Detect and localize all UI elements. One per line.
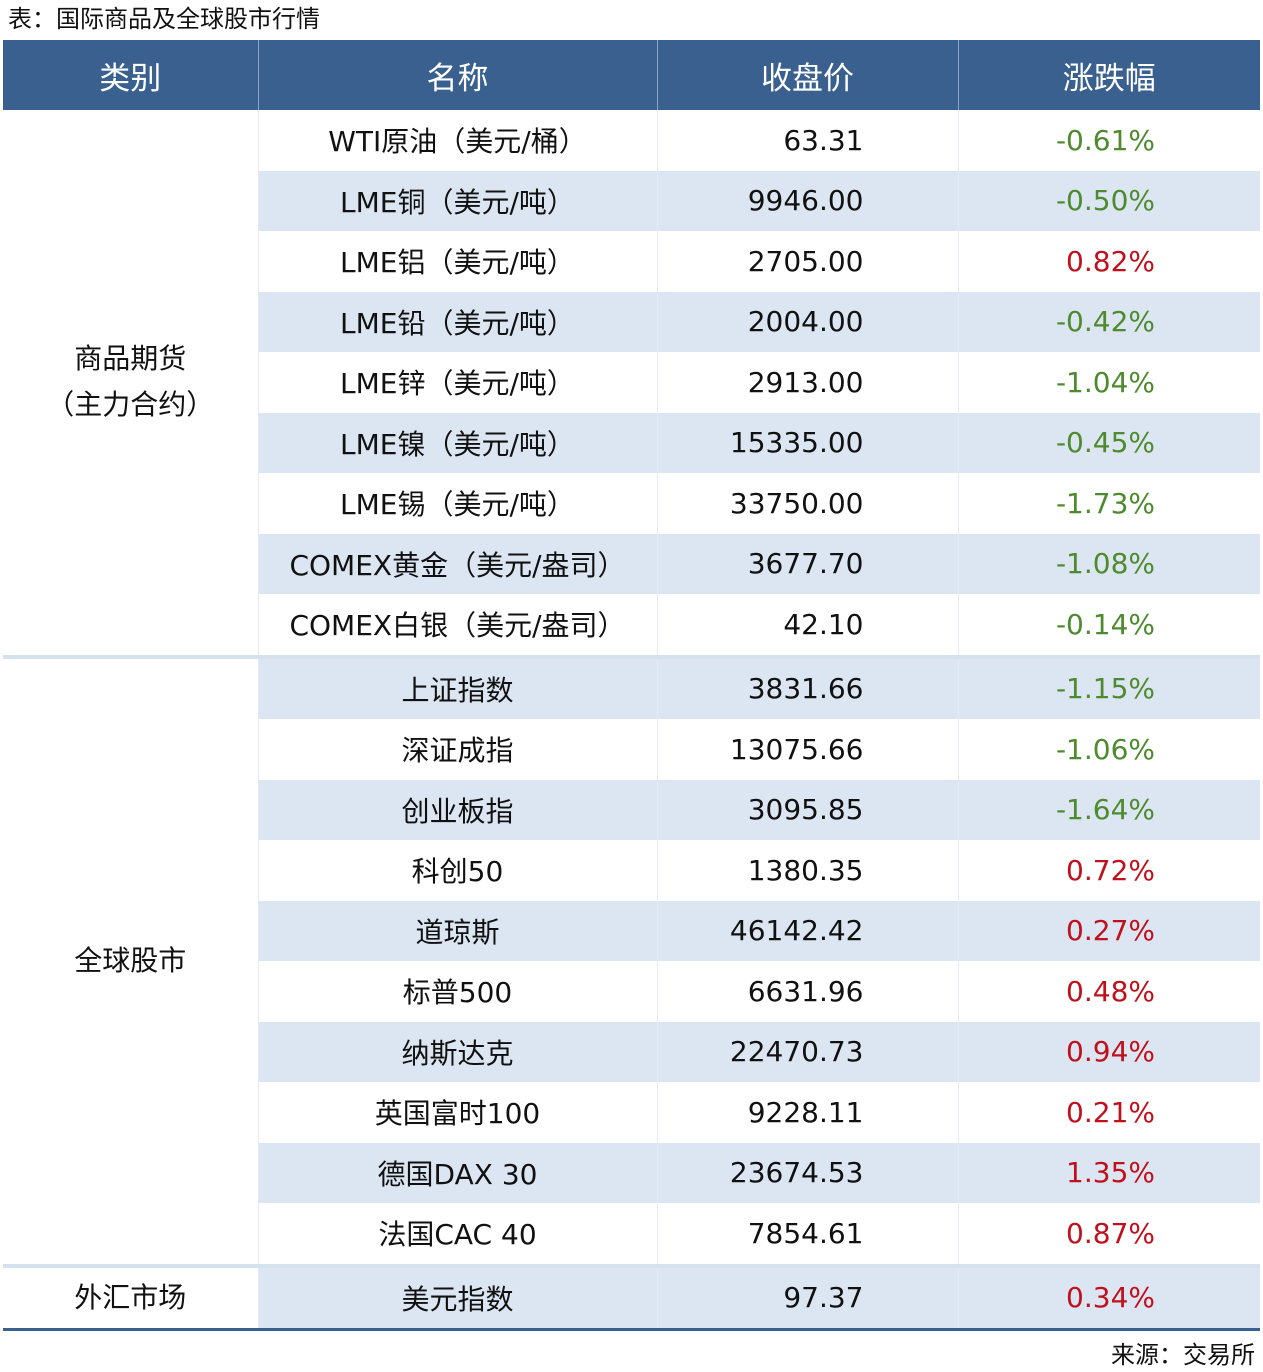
table-row: 标普500 6631.96 0.48% bbox=[3, 961, 1260, 1022]
market-table: 类别 名称 收盘价 涨跌幅 商品期货 （主力合约） WTI原油（美元/桶） 63.31 -0.… bbox=[3, 40, 1260, 1331]
table-row: 科创50 1380.35 0.72% bbox=[3, 840, 1260, 901]
close-cell: 23674.53 bbox=[656, 1142, 958, 1203]
name-cell: 英国富时100 bbox=[257, 1082, 657, 1143]
name-cell: 法国CAC 40 bbox=[257, 1203, 657, 1266]
name-cell: WTI原油（美元/桶） bbox=[257, 110, 657, 171]
table-row: LME镍（美元/吨） 15335.00 -0.45% bbox=[3, 412, 1260, 473]
name-cell: 纳斯达克 bbox=[257, 1021, 657, 1082]
table-row: COMEX黄金（美元/盎司） 3677.70 -1.08% bbox=[3, 533, 1260, 594]
name-cell: 美元指数 bbox=[257, 1263, 657, 1330]
name-cell: LME铅（美元/吨） bbox=[257, 291, 657, 352]
change-cell: -0.42% bbox=[957, 291, 1260, 352]
table-body: 商品期货 （主力合约） WTI原油（美元/桶） 63.31 -0.61% LME铜（美元/… bbox=[3, 110, 1260, 1330]
category-line: （主力合约） bbox=[46, 388, 215, 422]
close-cell: 46142.42 bbox=[656, 900, 958, 961]
category-cell: 外汇市场 bbox=[3, 1263, 258, 1330]
header-cell: 名称 bbox=[257, 40, 657, 110]
change-cell: -1.04% bbox=[957, 352, 1260, 413]
header-cell: 涨跌幅 bbox=[957, 40, 1260, 110]
close-cell: 33750.00 bbox=[656, 473, 958, 534]
close-cell: 13075.66 bbox=[656, 719, 958, 780]
close-cell: 2004.00 bbox=[656, 291, 958, 352]
category-line: 商品期货 bbox=[74, 342, 187, 376]
name-cell: 科创50 bbox=[257, 840, 657, 901]
name-cell: LME锡（美元/吨） bbox=[257, 473, 657, 534]
table-row: 道琼斯 46142.42 0.27% bbox=[3, 900, 1260, 961]
table-row: LME锌（美元/吨） 2913.00 -1.04% bbox=[3, 352, 1260, 413]
name-cell: 创业板指 bbox=[257, 779, 657, 840]
name-cell: 道琼斯 bbox=[257, 900, 657, 961]
category-line: 外汇市场 bbox=[74, 1280, 187, 1314]
close-cell: 2913.00 bbox=[656, 352, 958, 413]
change-cell: -0.50% bbox=[957, 170, 1260, 231]
close-cell: 63.31 bbox=[656, 110, 958, 171]
table-row: COMEX白银（美元/盎司） 42.10 -0.14% bbox=[3, 594, 1260, 657]
header-row: 类别 名称 收盘价 涨跌幅 bbox=[3, 40, 1260, 110]
name-cell: 德国DAX 30 bbox=[257, 1142, 657, 1203]
name-cell: COMEX白银（美元/盎司） bbox=[257, 594, 657, 657]
table-row: 全球股市 上证指数 3831.66 -1.15% bbox=[3, 654, 1260, 1266]
change-cell: 0.34% bbox=[957, 1263, 1260, 1330]
table-row: 德国DAX 30 23674.53 1.35% bbox=[3, 1142, 1260, 1203]
table-row: 外汇市场 美元指数 97.37 0.34% bbox=[3, 1263, 1260, 1330]
change-cell: 1.35% bbox=[957, 1142, 1260, 1203]
table-row: 英国富时100 9228.11 0.21% bbox=[3, 1082, 1260, 1143]
name-cell: 深证成指 bbox=[257, 719, 657, 780]
source-note: 来源：交易所 bbox=[1111, 1341, 1255, 1369]
category-cell: 全球股市 bbox=[3, 654, 258, 1266]
category-cell: 商品期货 （主力合约） bbox=[3, 110, 258, 657]
table-title: 表：国际商品及全球股市行情 bbox=[8, 5, 320, 33]
name-cell: LME镍（美元/吨） bbox=[257, 412, 657, 473]
table-row: 纳斯达克 22470.73 0.94% bbox=[3, 1021, 1260, 1082]
name-cell: LME锌（美元/吨） bbox=[257, 352, 657, 413]
table-row: LME铜（美元/吨） 9946.00 -0.50% bbox=[3, 170, 1260, 231]
close-cell: 7854.61 bbox=[656, 1203, 958, 1266]
change-cell: -1.64% bbox=[957, 779, 1260, 840]
change-cell: -1.73% bbox=[957, 473, 1260, 534]
change-cell: 0.82% bbox=[957, 231, 1260, 292]
table-row: LME锡（美元/吨） 33750.00 -1.73% bbox=[3, 473, 1260, 534]
change-cell: -0.61% bbox=[957, 110, 1260, 171]
header-cell: 收盘价 bbox=[656, 40, 958, 110]
name-cell: 标普500 bbox=[257, 961, 657, 1022]
change-cell: 0.27% bbox=[957, 900, 1260, 961]
table-row: 法国CAC 40 7854.61 0.87% bbox=[3, 1203, 1260, 1266]
name-cell: LME铝（美元/吨） bbox=[257, 231, 657, 292]
close-cell: 22470.73 bbox=[656, 1021, 958, 1082]
change-cell: -0.45% bbox=[957, 412, 1260, 473]
table-row: 深证成指 13075.66 -1.06% bbox=[3, 719, 1260, 780]
change-cell: -1.15% bbox=[957, 654, 1260, 719]
table-row: 商品期货 （主力合约） WTI原油（美元/桶） 63.31 -0.61% bbox=[3, 110, 1260, 657]
close-cell: 3095.85 bbox=[656, 779, 958, 840]
close-cell: 1380.35 bbox=[656, 840, 958, 901]
change-cell: -1.08% bbox=[957, 533, 1260, 594]
name-cell: 上证指数 bbox=[257, 654, 657, 719]
name-cell: LME铜（美元/吨） bbox=[257, 170, 657, 231]
close-cell: 2705.00 bbox=[656, 231, 958, 292]
close-cell: 3677.70 bbox=[656, 533, 958, 594]
change-cell: 0.72% bbox=[957, 840, 1260, 901]
change-cell: 0.94% bbox=[957, 1021, 1260, 1082]
table-row: 创业板指 3095.85 -1.64% bbox=[3, 779, 1260, 840]
close-cell: 42.10 bbox=[656, 594, 958, 657]
table-row: LME铅（美元/吨） 2004.00 -0.42% bbox=[3, 291, 1260, 352]
table-row: LME铝（美元/吨） 2705.00 0.82% bbox=[3, 231, 1260, 292]
change-cell: 0.21% bbox=[957, 1082, 1260, 1143]
close-cell: 6631.96 bbox=[656, 961, 958, 1022]
close-cell: 97.37 bbox=[656, 1263, 958, 1330]
change-cell: -0.14% bbox=[957, 594, 1260, 657]
close-cell: 15335.00 bbox=[656, 412, 958, 473]
change-cell: -1.06% bbox=[957, 719, 1260, 780]
header-cell: 类别 bbox=[3, 40, 258, 110]
close-cell: 9946.00 bbox=[656, 170, 958, 231]
change-cell: 0.87% bbox=[957, 1203, 1260, 1266]
category-line: 全球股市 bbox=[74, 944, 187, 977]
close-cell: 3831.66 bbox=[656, 654, 958, 719]
close-cell: 9228.11 bbox=[656, 1082, 958, 1143]
change-cell: 0.48% bbox=[957, 961, 1260, 1022]
name-cell: COMEX黄金（美元/盎司） bbox=[257, 533, 657, 594]
